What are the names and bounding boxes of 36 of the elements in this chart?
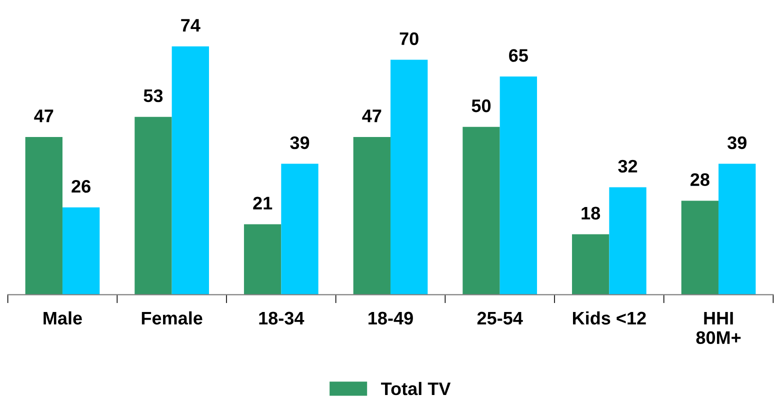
x-tick-label: Male <box>44 311 82 325</box>
data-label: 32 <box>618 160 638 173</box>
x-tick-label: Female <box>142 311 202 325</box>
bar <box>462 126 500 295</box>
data-label: 65 <box>509 49 528 62</box>
bar <box>718 164 756 295</box>
bar <box>353 136 390 295</box>
bar <box>390 60 428 295</box>
data-label: 50 <box>472 99 491 112</box>
x-tick-label: 25-54 <box>477 312 523 325</box>
bar <box>572 234 610 295</box>
data-label: 47 <box>362 110 382 122</box>
x-tick-label: 18-34 <box>259 312 304 325</box>
data-label: 47 <box>34 110 54 122</box>
data-label: 26 <box>72 180 90 193</box>
data-label: 74 <box>181 19 200 32</box>
data-label: 70 <box>400 32 418 46</box>
data-label: 18 <box>582 206 600 220</box>
bar <box>609 187 646 295</box>
data-label: 39 <box>727 136 746 150</box>
bar <box>500 76 538 295</box>
data-label: 39 <box>290 136 310 150</box>
legend-label: Total TV <box>381 382 451 396</box>
data-label: 53 <box>144 89 163 102</box>
bar <box>244 224 282 295</box>
bar <box>681 200 719 295</box>
x-tick-label: Kids <12 <box>573 311 646 325</box>
bar <box>134 116 172 295</box>
bar <box>172 46 209 295</box>
x-tick-label: 18-49 <box>368 312 413 325</box>
data-label: 21 <box>253 196 272 210</box>
bar <box>25 136 62 295</box>
data-label: 28 <box>690 173 710 186</box>
bar <box>62 207 100 295</box>
bar <box>281 164 318 295</box>
x-tick-label: HHI 80M+ <box>696 312 741 344</box>
